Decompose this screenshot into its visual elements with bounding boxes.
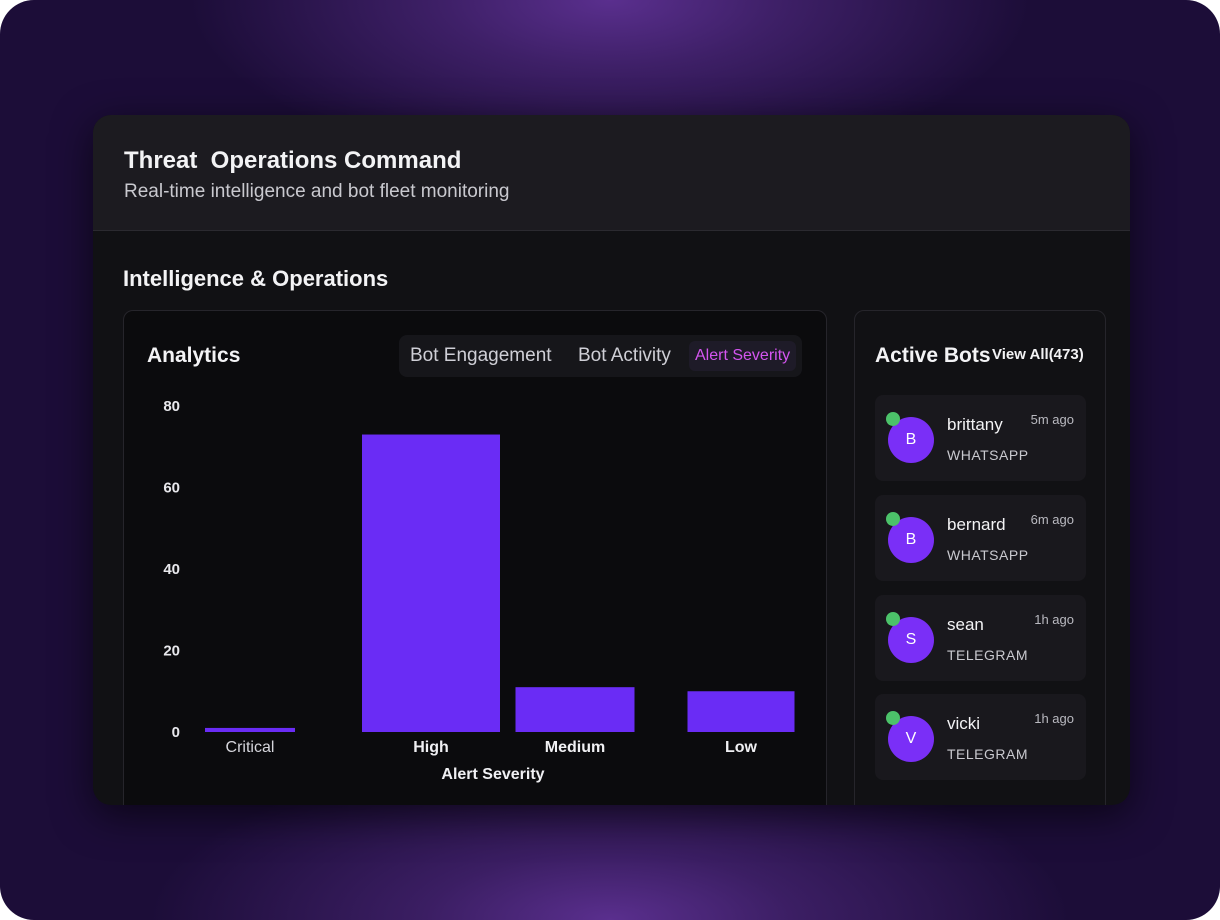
bot-name: sean — [947, 615, 984, 634]
online-status-icon — [886, 612, 900, 626]
x-tick-label: High — [413, 739, 449, 756]
bot-platform: TELEGRAM — [947, 746, 1029, 762]
tab-alert-severity[interactable]: Alert Severity — [689, 341, 797, 371]
y-tick-label: 40 — [163, 561, 180, 578]
page-title: Threat Operations Command — [124, 147, 462, 174]
online-status-icon — [886, 412, 900, 426]
y-tick-label: 0 — [172, 724, 180, 741]
page-subtitle: Real-time intelligence and bot fleet mon… — [124, 181, 510, 202]
x-tick-label: Low — [725, 739, 758, 756]
y-tick-label: 60 — [163, 480, 180, 497]
dashboard-window: Threat Operations Command Real-time inte… — [93, 115, 1130, 805]
bot-last-seen: 5m ago — [1030, 412, 1074, 427]
analytics-title: Analytics — [147, 344, 241, 367]
page-header: Threat Operations Command Real-time inte… — [93, 115, 1130, 231]
bot-last-seen: 1h ago — [1034, 612, 1074, 627]
bot-item-sean[interactable]: S sean TELEGRAM 1h ago — [875, 595, 1086, 681]
bot-platform: WHATSAPP — [947, 447, 1029, 463]
bar-medium — [515, 687, 635, 732]
y-tick-label: 80 — [163, 398, 180, 415]
online-status-icon — [886, 711, 900, 725]
alert-severity-bar-chart: 0 20 40 60 80 Critical High Medium Low Alert Seve… — [163, 398, 795, 783]
x-tick-label: Medium — [545, 739, 605, 756]
bar-high — [362, 434, 500, 732]
section-title: Intelligence & Operations — [123, 266, 389, 291]
bot-last-seen: 6m ago — [1030, 512, 1074, 527]
bot-last-seen: 1h ago — [1034, 711, 1074, 726]
tab-bot-activity[interactable]: Bot Activity — [578, 345, 671, 366]
x-tick-label: Critical — [226, 739, 275, 756]
y-tick-label: 20 — [163, 643, 180, 660]
bot-item-vicki[interactable]: V vicki TELEGRAM 1h ago — [875, 694, 1086, 780]
active-bots-card: Active Bots View All(473) B brittany WHA… — [854, 310, 1106, 805]
view-all-link[interactable]: View All(473) — [992, 346, 1084, 363]
bot-platform: TELEGRAM — [947, 647, 1029, 663]
bot-name: vicki — [947, 714, 981, 733]
bot-platform: WHATSAPP — [947, 547, 1029, 563]
analytics-tabs: Bot Engagement Bot Activity Alert Severi… — [399, 335, 802, 377]
bar-low — [687, 691, 795, 732]
x-axis-title: Alert Severity — [441, 766, 544, 783]
bot-item-bernard[interactable]: B bernard WHATSAPP 6m ago — [875, 495, 1086, 581]
bar-critical — [205, 727, 295, 732]
bot-item-brittany[interactable]: B brittany WHATSAPP 5m ago — [875, 395, 1086, 481]
online-status-icon — [886, 512, 900, 526]
bot-name: brittany — [947, 415, 1003, 434]
analytics-card: Analytics Bot Engagement Bot Activity Al… — [123, 310, 827, 805]
tab-bot-engagement[interactable]: Bot Engagement — [410, 345, 552, 366]
active-bots-title: Active Bots — [875, 344, 991, 367]
bot-name: bernard — [947, 515, 1006, 534]
